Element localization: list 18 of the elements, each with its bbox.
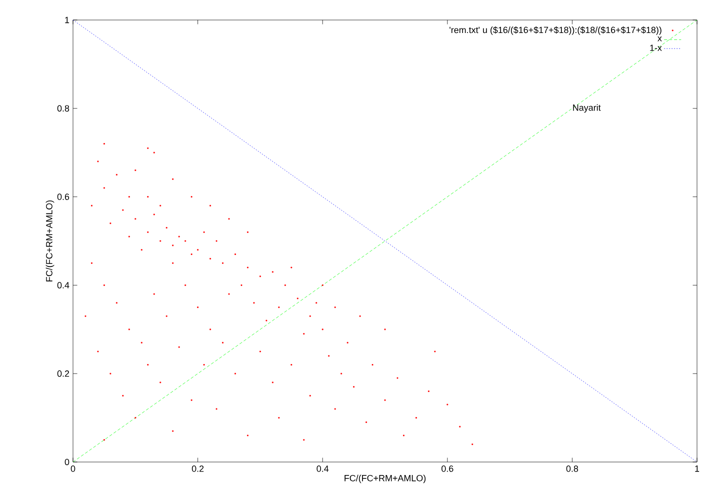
x-tick-label: 0.8 — [566, 466, 578, 472]
x-tick-label: 0.6 — [442, 466, 454, 472]
legend-label: 'rem.txt' u ($16/($16+$17+$18)):($18/($16+$17+$18)) — [450, 26, 662, 35]
annotation: Nayarit — [573, 104, 601, 113]
legend-label: x — [658, 36, 662, 42]
y-tick-label: 0.6 — [57, 194, 70, 200]
x-tick-label: 0.2 — [192, 466, 204, 472]
y-tick-label: 0.2 — [57, 370, 70, 377]
legend-label: 1-x — [650, 44, 662, 51]
x-axis-title: FC/(FC+RM+AMLO) — [344, 474, 426, 484]
y-tick-label: 0.4 — [57, 282, 70, 288]
x-tick-label: 0 — [70, 466, 76, 472]
x-tick-label: 1 — [695, 466, 700, 472]
x-tick-label: 0.4 — [316, 466, 329, 472]
y-tick-label: 0.8 — [57, 105, 70, 112]
y-tick-label: 1 — [65, 16, 70, 24]
y-tick-label: 0 — [64, 458, 70, 466]
y-axis-title: FC/(FC+RM+AMLO) — [46, 200, 54, 282]
